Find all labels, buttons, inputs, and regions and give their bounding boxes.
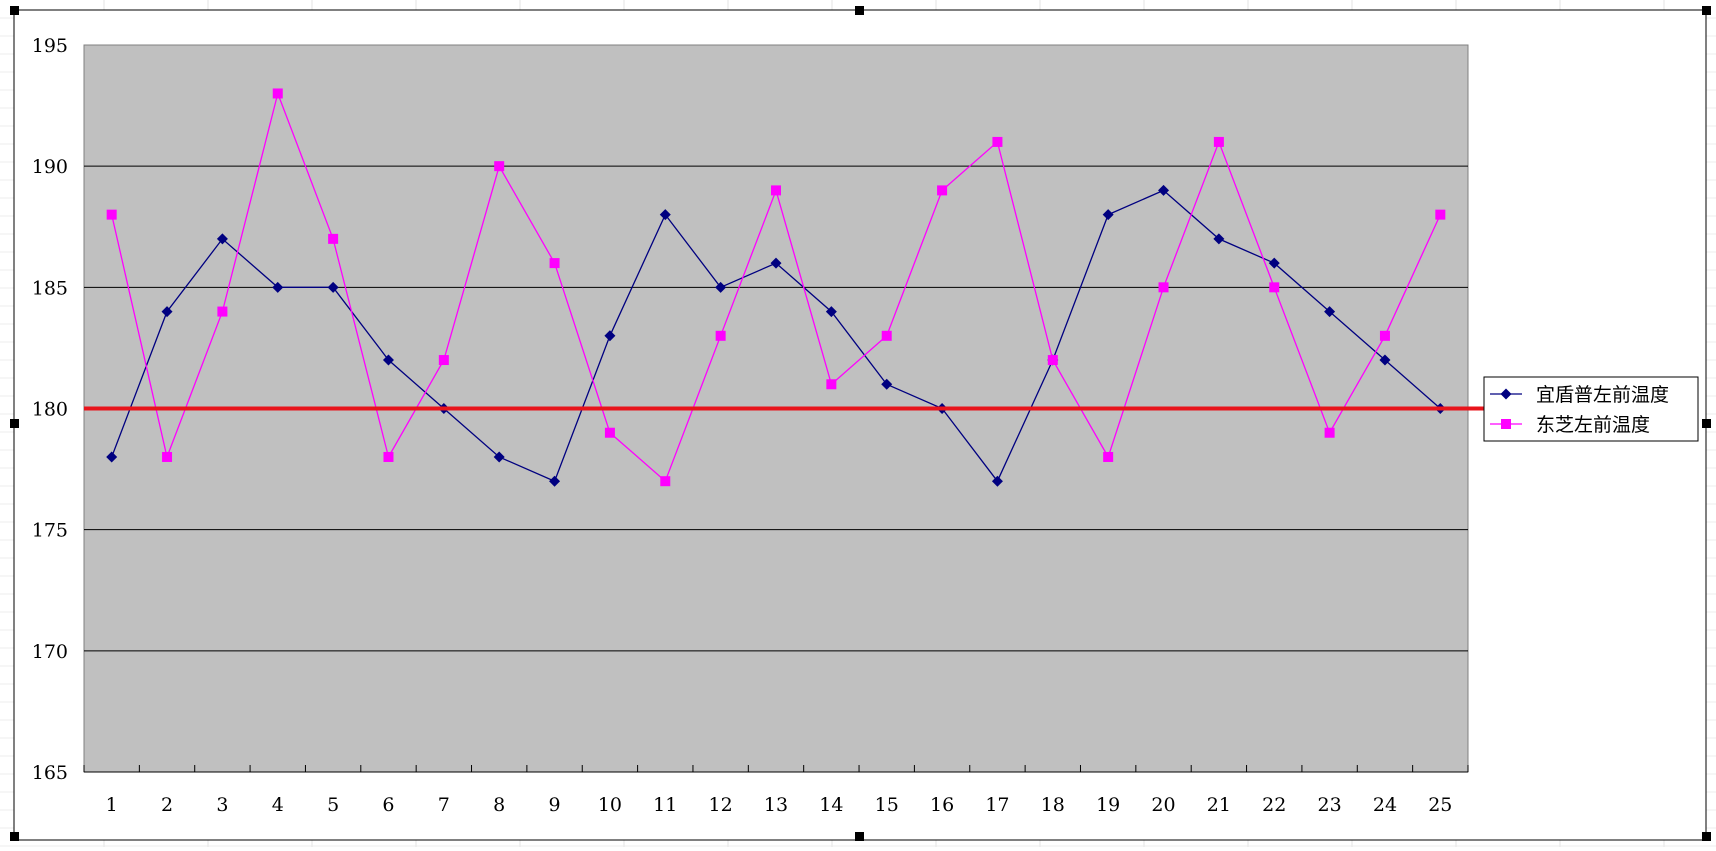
x-tick-label: 12 — [709, 794, 733, 816]
x-tick-label: 7 — [438, 794, 450, 816]
legend-box — [1483, 376, 1699, 442]
data-point-marker[interactable] — [1379, 354, 1391, 366]
y-tick-label: 170 — [32, 641, 68, 663]
series-layer — [106, 88, 1446, 487]
x-tick-label: 23 — [1318, 794, 1342, 816]
x-tick-label: 9 — [549, 794, 561, 816]
data-point-marker[interactable] — [494, 161, 505, 172]
data-point-marker[interactable] — [1213, 233, 1225, 245]
data-point-marker[interactable] — [549, 475, 561, 487]
x-tick-label: 10 — [598, 794, 622, 816]
data-point-marker[interactable] — [272, 88, 283, 99]
data-point-marker[interactable] — [1324, 427, 1335, 438]
data-point-marker[interactable] — [992, 136, 1003, 147]
data-point-marker[interactable] — [715, 330, 726, 341]
data-point-marker[interactable] — [659, 209, 671, 221]
x-tick-label: 24 — [1373, 794, 1397, 816]
legend-marker-swatch — [1501, 419, 1511, 429]
data-point-marker[interactable] — [937, 185, 948, 196]
data-point-marker[interactable] — [825, 306, 837, 318]
data-point-marker[interactable] — [991, 475, 1003, 487]
selection-handle[interactable] — [1702, 419, 1711, 428]
y-tick-label: 185 — [32, 277, 68, 299]
x-tick-label: 3 — [216, 794, 228, 816]
data-point-marker[interactable] — [604, 427, 615, 438]
selection-handle[interactable] — [10, 832, 19, 841]
data-point-marker[interactable] — [1435, 209, 1446, 220]
data-point-marker[interactable] — [1213, 136, 1224, 147]
data-point-marker[interactable] — [383, 451, 394, 462]
selection-handle[interactable] — [1702, 832, 1711, 841]
data-point-marker[interactable] — [771, 185, 781, 196]
x-tick-label: 5 — [327, 794, 339, 816]
selection-handle[interactable] — [1702, 6, 1711, 15]
data-point-marker[interactable] — [604, 330, 616, 342]
data-point-marker[interactable] — [826, 379, 837, 390]
selection-handle[interactable] — [10, 6, 19, 15]
data-point-marker[interactable] — [715, 281, 727, 293]
x-tick-label: 18 — [1041, 794, 1065, 816]
x-tick-label: 6 — [382, 794, 394, 816]
y-tick-label: 165 — [32, 762, 68, 784]
selection-handle[interactable] — [10, 419, 19, 428]
data-point-marker[interactable] — [217, 306, 228, 317]
data-point-marker[interactable] — [660, 476, 671, 487]
data-point-marker[interactable] — [1268, 257, 1280, 269]
y-tick-label: 180 — [32, 399, 68, 421]
x-tick-label: 13 — [764, 794, 788, 816]
selection-handles — [10, 6, 1711, 841]
data-point-marker[interactable] — [881, 378, 893, 390]
y-tick-label: 195 — [32, 35, 68, 57]
x-tick-label: 21 — [1207, 794, 1231, 816]
data-point-marker[interactable] — [327, 281, 339, 293]
data-point-marker[interactable] — [161, 306, 173, 318]
data-point-marker[interactable] — [549, 258, 560, 269]
data-point-marker[interactable] — [770, 257, 782, 269]
data-point-marker[interactable] — [881, 330, 892, 341]
data-point-marker[interactable] — [216, 233, 228, 245]
y-tick-label: 175 — [32, 520, 68, 542]
x-tick-label: 22 — [1262, 794, 1286, 816]
data-point-marker[interactable] — [1269, 282, 1280, 293]
data-point-marker[interactable] — [1103, 451, 1114, 462]
data-point-marker[interactable] — [493, 451, 505, 463]
x-tick-label: 11 — [653, 794, 677, 816]
data-point-marker[interactable] — [272, 281, 284, 293]
selection-handle[interactable] — [855, 6, 864, 15]
data-point-marker[interactable] — [1158, 184, 1170, 196]
x-tick-label: 4 — [272, 794, 284, 816]
data-point-marker[interactable] — [1324, 306, 1336, 318]
y-tick-label: 190 — [32, 156, 68, 178]
x-tick-label: 19 — [1096, 794, 1120, 816]
data-point-marker[interactable] — [382, 354, 394, 366]
x-tick-label: 20 — [1151, 794, 1175, 816]
data-point-marker[interactable] — [1379, 330, 1390, 341]
x-tick-label: 25 — [1428, 794, 1452, 816]
selection-handle[interactable] — [855, 832, 864, 841]
x-tick-label: 1 — [106, 794, 118, 816]
data-point-marker[interactable] — [438, 355, 449, 366]
data-point-marker[interactable] — [106, 451, 118, 463]
legend-marker-swatch — [1500, 388, 1512, 400]
x-tick-label: 8 — [493, 794, 505, 816]
data-point-marker[interactable] — [1158, 282, 1169, 293]
legend-label: 宜盾普左前温度 — [1536, 384, 1669, 406]
x-tick-label: 14 — [819, 794, 843, 816]
x-tick-label: 17 — [985, 794, 1009, 816]
x-tick-label: 15 — [875, 794, 899, 816]
legend-label: 东芝左前温度 — [1536, 414, 1650, 436]
data-point-marker[interactable] — [328, 233, 339, 244]
x-tick-label: 16 — [930, 794, 954, 816]
data-point-marker[interactable] — [1047, 355, 1058, 366]
x-tick-label: 2 — [161, 794, 173, 816]
data-point-marker[interactable] — [1102, 209, 1114, 221]
data-point-marker[interactable] — [162, 451, 173, 462]
data-point-marker[interactable] — [106, 209, 117, 220]
